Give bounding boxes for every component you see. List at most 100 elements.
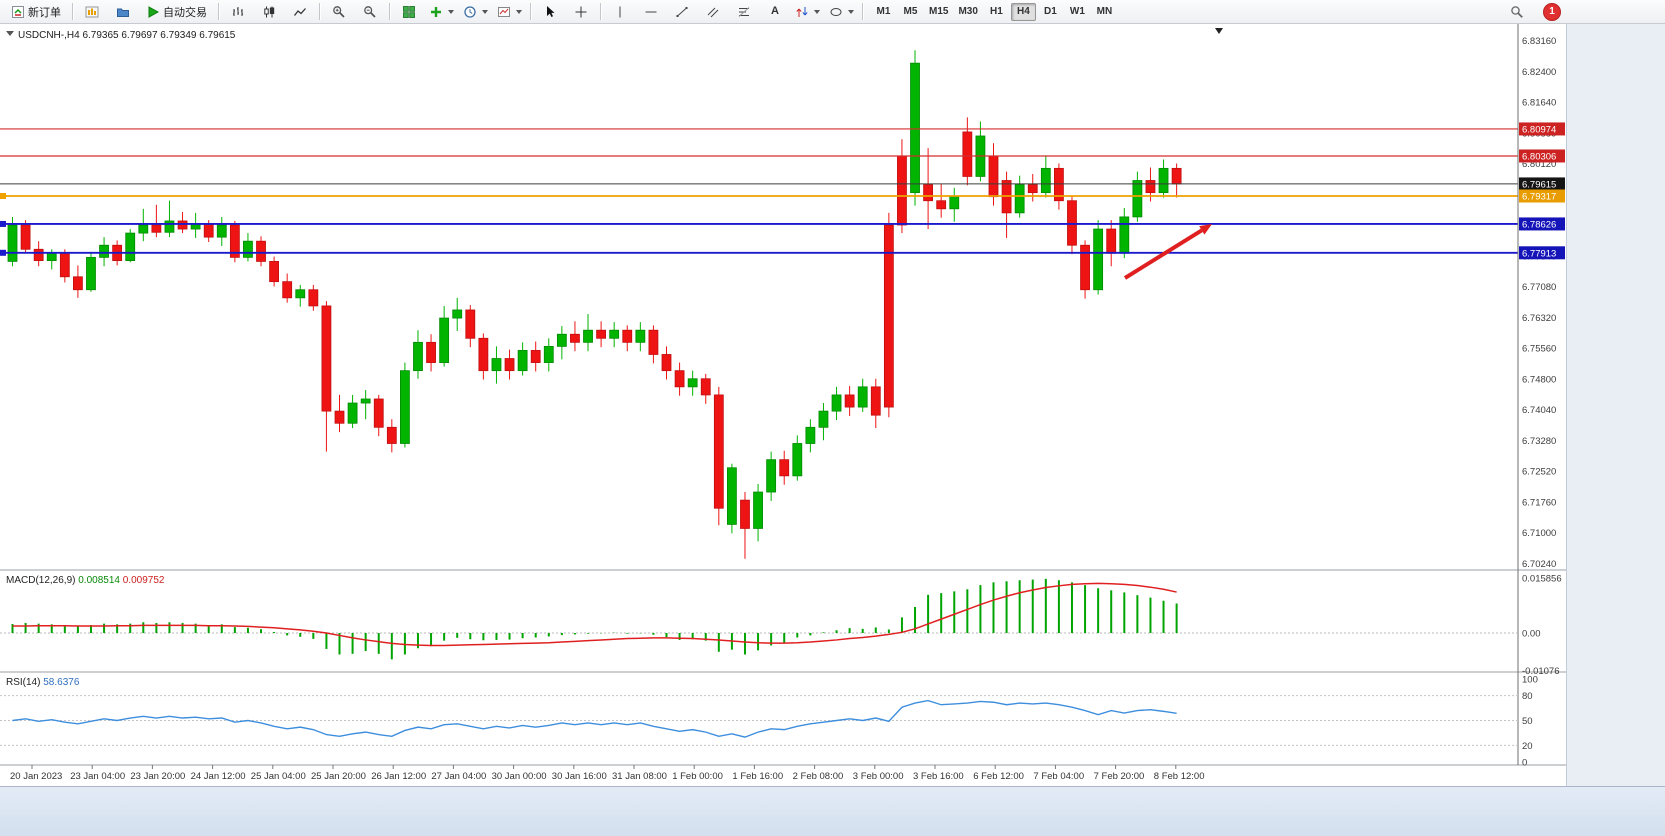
candle-up — [138, 224, 149, 234]
candle-down — [570, 333, 580, 343]
candle-up — [413, 341, 423, 372]
svg-text:6.70240: 6.70240 — [1522, 559, 1556, 570]
rsi-axis-label: 50 — [1522, 716, 1533, 727]
bar-chart-icon — [233, 6, 243, 16]
price-label-box — [1519, 149, 1565, 163]
tf-button-H1[interactable]: H1 — [990, 6, 1003, 17]
trend-arrow-line[interactable] — [1123, 228, 1203, 280]
candle-up — [399, 370, 410, 444]
candle-down — [478, 337, 489, 372]
support-line-1-handle[interactable] — [0, 220, 6, 227]
candle-down — [282, 281, 293, 299]
support-line-2-handle[interactable] — [0, 249, 6, 256]
zoom-out-button[interactable] — [355, 1, 385, 23]
svg-text:31 Jan 08:00: 31 Jan 08:00 — [612, 771, 667, 782]
x-axis-labels: 20 Jan 2023 23 Jan 04:00 23 Jan 20:00 24 Ja… — [10, 765, 1205, 782]
candle-up — [766, 459, 777, 493]
candle-up — [635, 329, 646, 343]
add-indicator-button[interactable] — [425, 1, 458, 23]
candle-up — [831, 394, 842, 412]
chart-area[interactable]: 6.831606.824006.816406.808806.801206.793… — [0, 24, 1566, 786]
fibonacci-tool-button[interactable] — [729, 1, 759, 23]
candle-up — [1132, 180, 1143, 218]
macd-label: MACD(12,26,9) 0.008514 0.009752 — [6, 575, 165, 586]
period-button[interactable] — [459, 1, 492, 23]
shapes-tool-button[interactable] — [825, 1, 858, 23]
price-label-box — [1519, 189, 1565, 203]
chevron-down-icon — [814, 9, 820, 14]
candle-down — [229, 224, 240, 258]
candle-down — [700, 378, 711, 396]
horizontal-line-tool-button[interactable] — [636, 1, 666, 23]
tf-button-D1[interactable]: D1 — [1044, 6, 1057, 17]
tf-button-M1[interactable]: M1 — [876, 6, 891, 17]
candle-chart-type-button[interactable] — [254, 1, 284, 23]
macd-axis-label: 0.015856 — [1522, 573, 1562, 584]
text-tool-button[interactable]: A — [760, 1, 790, 23]
pivot-line-orange-handle[interactable] — [0, 192, 6, 199]
candle-up — [125, 232, 136, 262]
candle-up — [295, 289, 306, 299]
vertical-line-tool-button[interactable] — [605, 1, 635, 23]
candle-up — [99, 244, 109, 258]
price-label-box — [1519, 217, 1565, 231]
line-chart-type-button[interactable] — [285, 1, 315, 23]
candle-up — [753, 491, 763, 529]
channel-tool-button[interactable] — [698, 1, 728, 23]
svg-text:30 Jan 16:00: 30 Jan 16:00 — [552, 771, 607, 782]
tf-button-M5[interactable]: M5 — [903, 6, 918, 17]
chart-collapse-icon[interactable] — [6, 31, 14, 36]
candle-down — [386, 426, 397, 444]
fibonacci-icon — [738, 6, 750, 17]
zoom-out-icon — [364, 5, 376, 18]
svg-text:20 Jan 2023: 20 Jan 2023 — [10, 771, 62, 782]
clock-icon — [464, 5, 476, 18]
notification-badge[interactable]: 1 — [1543, 2, 1561, 21]
tf-button-MN[interactable]: MN — [1096, 6, 1113, 17]
chevron-down-icon — [848, 9, 854, 14]
candle-up — [360, 398, 371, 404]
chart-shift-marker[interactable] — [1215, 28, 1223, 34]
svg-text:26 Jan 12:00: 26 Jan 12:00 — [371, 771, 426, 782]
profiles-button[interactable] — [108, 1, 138, 23]
horizontal-line-icon — [645, 11, 657, 12]
candle-down — [1145, 180, 1156, 194]
zoom-in-icon — [333, 5, 345, 18]
trendline-tool-button[interactable] — [667, 1, 697, 23]
autotrading-button[interactable]: 自动交易 — [139, 1, 214, 23]
zoom-in-button[interactable] — [324, 1, 354, 23]
candle-down — [530, 350, 541, 363]
macd-axis-label: 0.00 — [1522, 629, 1541, 640]
tf-button-H4[interactable]: H4 — [1010, 2, 1036, 21]
new-chart-button[interactable] — [77, 1, 107, 23]
bar-chart-type-button[interactable] — [223, 1, 253, 23]
price-label-text: 6.80974 — [1522, 124, 1556, 135]
candle-up — [556, 333, 567, 347]
new-order-button[interactable]: 新订单 — [4, 1, 68, 23]
cursor-tool-button[interactable] — [535, 1, 565, 23]
svg-text:6.74040: 6.74040 — [1522, 405, 1556, 416]
svg-text:7 Feb 04:00: 7 Feb 04:00 — [1033, 771, 1084, 782]
tf-button-M15[interactable]: M15 — [929, 6, 949, 17]
tile-windows-button[interactable] — [394, 1, 424, 23]
tf-button-M30[interactable]: M30 — [958, 6, 978, 17]
search-button[interactable] — [1502, 1, 1532, 23]
candle-down — [73, 276, 83, 291]
chart-bg — [0, 24, 1566, 786]
candle-down — [151, 224, 162, 233]
trend-arrow-head[interactable] — [1199, 224, 1212, 235]
arrows-icon — [796, 6, 808, 17]
template-button[interactable] — [493, 1, 526, 23]
price-label-text: 6.80306 — [1522, 151, 1556, 162]
crosshair-tool-button[interactable] — [566, 1, 596, 23]
tf-button-W1[interactable]: W1 — [1069, 6, 1085, 17]
arrows-tool-button[interactable] — [791, 1, 824, 23]
candle-up — [164, 220, 175, 233]
candle-down — [269, 261, 280, 283]
rsi-axis-label: 20 — [1522, 741, 1533, 752]
candle-up — [190, 223, 201, 230]
toolbar-separator — [530, 3, 531, 20]
candle-up — [1093, 228, 1104, 291]
candle-up — [1040, 167, 1051, 194]
svg-text:6.74800: 6.74800 — [1522, 374, 1556, 385]
